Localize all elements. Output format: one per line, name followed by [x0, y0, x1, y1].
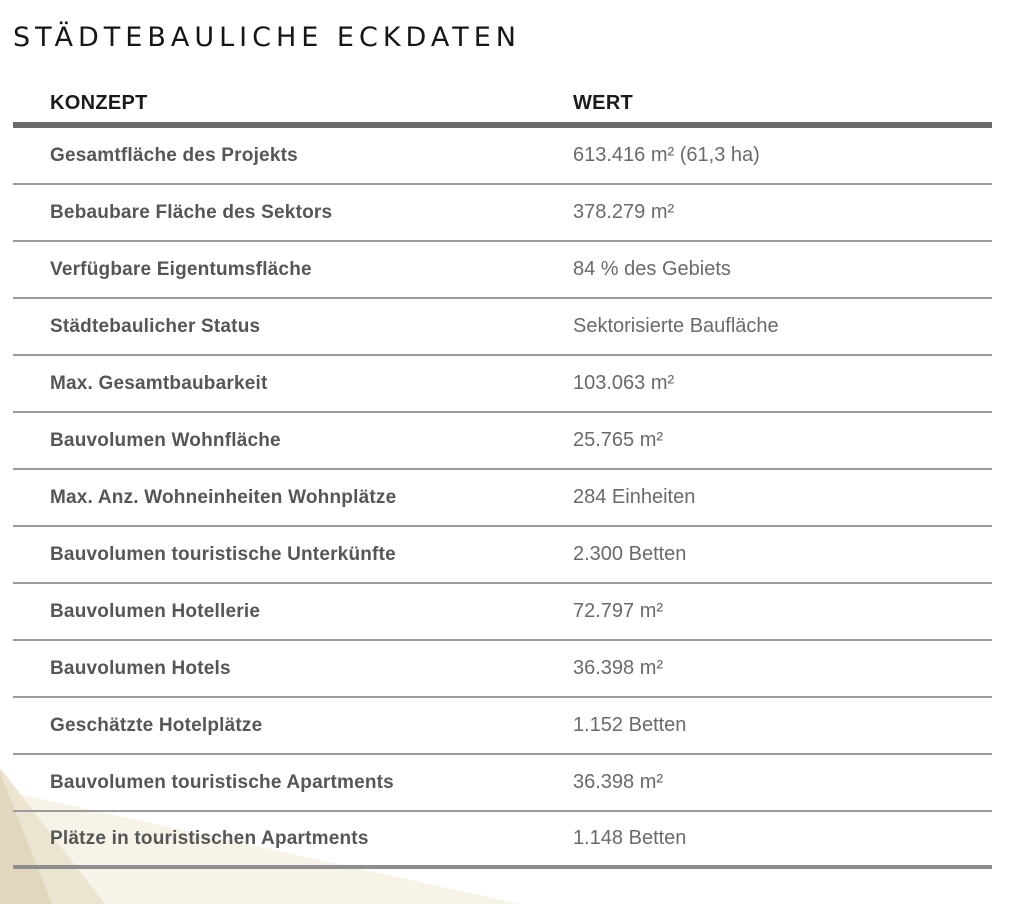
table-row: Max. Anz. Wohneinheiten Wohnplätze 284 E… [13, 470, 992, 527]
column-header-wert: WERT [573, 91, 634, 114]
row-value: 1.152 Betten [573, 714, 687, 736]
row-value: 613.416 m² (61,3 ha) [573, 144, 760, 166]
row-label: Gesamtfläche des Projekts [50, 144, 298, 166]
row-value: 378.279 m² [573, 201, 675, 223]
row-value: 72.797 m² [573, 600, 664, 622]
row-label: Bebaubare Fläche des Sektors [50, 201, 333, 223]
row-label: Bauvolumen touristische Unterkünfte [50, 543, 396, 565]
column-header-konzept: KONZEPT [50, 91, 148, 114]
row-label: Bauvolumen touristische Apartments [50, 771, 394, 793]
row-label: Max. Gesamtbaubarkeit [50, 372, 268, 394]
table-row: Städtebaulicher Status Sektorisierte Bau… [13, 299, 992, 356]
table-row: Bauvolumen Wohnfläche 25.765 m² [13, 413, 992, 470]
row-value: 2.300 Betten [573, 543, 687, 565]
table-row: Bauvolumen touristische Apartments 36.39… [13, 755, 992, 812]
row-value: 1.148 Betten [573, 827, 687, 849]
row-label: Plätze in touristischen Apartments [50, 827, 369, 849]
key-data-table: KONZEPT WERT Gesamtfläche des Projekts 6… [13, 84, 992, 869]
row-label: Verfügbare Eigentumsfläche [50, 258, 312, 280]
row-value: 36.398 m² [573, 771, 664, 793]
row-value: Sektorisierte Baufläche [573, 315, 779, 337]
table-row: Plätze in touristischen Apartments 1.148… [13, 812, 992, 869]
table-row: Bauvolumen Hotellerie 72.797 m² [13, 584, 992, 641]
page-title: STÄDTEBAULICHE ECKDATEN [13, 22, 521, 53]
table-row: Bauvolumen touristische Unterkünfte 2.30… [13, 527, 992, 584]
row-value: 36.398 m² [573, 657, 664, 679]
row-label: Max. Anz. Wohneinheiten Wohnplätze [50, 486, 397, 508]
table-row: Bauvolumen Hotels 36.398 m² [13, 641, 992, 698]
table-row: Verfügbare Eigentumsfläche 84 % des Gebi… [13, 242, 992, 299]
row-value: 103.063 m² [573, 372, 675, 394]
table-row: Bebaubare Fläche des Sektors 378.279 m² [13, 185, 992, 242]
table-row: Gesamtfläche des Projekts 613.416 m² (61… [13, 128, 992, 185]
table-header-row: KONZEPT WERT [13, 84, 992, 128]
row-value: 84 % des Gebiets [573, 258, 731, 280]
row-label: Städtebaulicher Status [50, 315, 261, 337]
table-row: Geschätzte Hotelplätze 1.152 Betten [13, 698, 992, 755]
row-value: 284 Einheiten [573, 486, 696, 508]
row-value: 25.765 m² [573, 429, 664, 451]
row-label: Geschätzte Hotelplätze [50, 714, 263, 736]
row-label: Bauvolumen Hotellerie [50, 600, 261, 622]
row-label: Bauvolumen Wohnfläche [50, 429, 281, 451]
table-row: Max. Gesamtbaubarkeit 103.063 m² [13, 356, 992, 413]
row-label: Bauvolumen Hotels [50, 657, 231, 679]
